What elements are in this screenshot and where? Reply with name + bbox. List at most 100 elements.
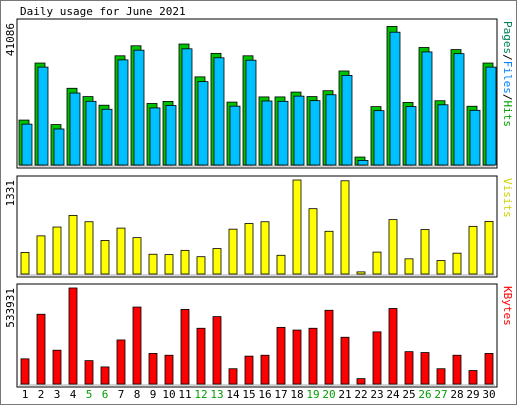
visits-side-label: Visits: [501, 178, 514, 218]
x-tick-label-9: 9: [150, 388, 157, 401]
files-bar-23: [373, 110, 385, 166]
x-tick-label-30: 30: [482, 388, 495, 401]
visits-bar-23: [372, 251, 382, 275]
visits-bar-3: [52, 226, 62, 275]
visits-bar-15: [244, 223, 254, 275]
visits-bar-16: [260, 221, 270, 275]
x-tick-label-12: 12: [194, 388, 207, 401]
visits-bar-28: [452, 252, 462, 275]
files-bar-5: [85, 100, 97, 166]
files-bar-16: [261, 100, 273, 166]
kbytes-bar-4: [68, 287, 78, 385]
visits-ymax-label: 1331: [4, 180, 17, 207]
files-bar-17: [277, 100, 289, 166]
x-tick-label-23: 23: [370, 388, 383, 401]
kbytes-bar-6: [100, 366, 110, 385]
files-bar-3: [53, 128, 65, 166]
files-bar-19: [309, 100, 321, 166]
visits-bar-7: [116, 227, 126, 275]
x-tick-label-1: 1: [22, 388, 29, 401]
x-tick-label-24: 24: [386, 388, 400, 401]
visits-bar-22: [356, 271, 366, 275]
pages-files-hits-panel: 41086 Pages/Files/Hits: [4, 18, 514, 169]
kbytes-side-label: KBytes: [501, 286, 514, 326]
kbytes-bar-28: [452, 354, 462, 385]
visits-bar-17: [276, 254, 286, 275]
x-tick-label-29: 29: [466, 388, 479, 401]
pages-files-hits-side-label-part-2: Files: [501, 61, 514, 94]
x-tick-label-15: 15: [242, 388, 255, 401]
kbytes-bar-9: [148, 353, 158, 385]
x-tick-label-26: 26: [418, 388, 431, 401]
kbytes-bar-16: [260, 354, 270, 385]
kbytes-bar-27: [436, 368, 446, 385]
pages-files-hits-side-label: Pages/Files/Hits: [501, 21, 514, 127]
x-tick-label-8: 8: [134, 388, 141, 401]
x-tick-label-10: 10: [162, 388, 175, 401]
pages-files-hits-side-label-part-3: /: [501, 94, 514, 101]
files-bar-11: [181, 48, 193, 166]
files-bar-21: [341, 75, 353, 166]
pages-files-hits-plot-area: [16, 18, 498, 169]
files-bar-28: [453, 53, 465, 166]
visits-bar-20: [324, 230, 334, 275]
files-bar-15: [245, 59, 257, 166]
kbytes-bar-23: [372, 331, 382, 385]
kbytes-bar-29: [468, 370, 478, 385]
visits-bar-26: [420, 229, 430, 275]
kbytes-bar-19: [308, 327, 318, 385]
kbytes-bar-14: [228, 368, 238, 385]
visits-bar-29: [468, 225, 478, 275]
files-bar-7: [117, 59, 129, 166]
visits-bar-18: [292, 179, 302, 275]
files-bar-13: [213, 57, 225, 166]
files-bar-1: [21, 123, 33, 166]
kbytes-bar-22: [356, 378, 366, 385]
kbytes-bar-17: [276, 326, 286, 385]
x-tick-label-13: 13: [210, 388, 223, 401]
x-axis-labels: 1 2 3 4 5 6 7 8 9 10 11 12 13 14 15 16 17 18 19 20 21 22 23 24 2…: [22, 388, 496, 401]
visits-bar-5: [84, 221, 94, 275]
files-bar-14: [229, 105, 241, 166]
kbytes-bar-8: [132, 306, 142, 385]
visits-bar-24: [388, 219, 398, 275]
x-tick-label-14: 14: [226, 388, 240, 401]
files-bar-30: [485, 66, 497, 166]
x-tick-label-22: 22: [354, 388, 367, 401]
kbytes-bar-26: [420, 352, 430, 385]
pages-files-hits-side-label-part-1: /: [501, 54, 514, 61]
x-tick-label-19: 19: [306, 388, 319, 401]
files-bar-29: [469, 109, 481, 166]
x-tick-label-17: 17: [274, 388, 287, 401]
x-tick-label-25: 25: [402, 388, 415, 401]
visits-bar-4: [68, 214, 78, 275]
pages-files-hits-side-label-part-0: Pages: [501, 21, 514, 54]
files-bar-10: [165, 105, 177, 166]
x-tick-label-3: 3: [54, 388, 61, 401]
visits-bar-11: [180, 249, 190, 275]
kbytes-bar-20: [324, 309, 334, 385]
visits-bar-30: [484, 220, 494, 275]
x-tick-label-27: 27: [434, 388, 447, 401]
chart-title: Daily usage for June 2021: [20, 5, 186, 18]
pages-files-hits-side-label-part-4: Hits: [501, 101, 514, 128]
kbytes-side-label-part-0: KBytes: [501, 286, 514, 326]
x-tick-label-18: 18: [290, 388, 303, 401]
pages-files-hits-ymax-label: 41086: [4, 23, 17, 56]
kbytes-bar-12: [196, 327, 206, 385]
visits-bar-25: [404, 258, 414, 275]
kbytes-bar-11: [180, 308, 190, 385]
visits-bar-21: [340, 180, 350, 275]
visits-bar-27: [436, 260, 446, 275]
kbytes-bar-1: [20, 358, 30, 385]
visits-bar-10: [164, 254, 174, 275]
x-tick-label-7: 7: [118, 388, 125, 401]
visits-plot-area: [16, 175, 498, 278]
kbytes-bar-18: [292, 329, 302, 385]
kbytes-bar-25: [404, 351, 414, 385]
kbytes-panel: 533931 KBytes: [4, 283, 514, 388]
x-tick-label-16: 16: [258, 388, 271, 401]
visits-bar-12: [196, 256, 206, 275]
